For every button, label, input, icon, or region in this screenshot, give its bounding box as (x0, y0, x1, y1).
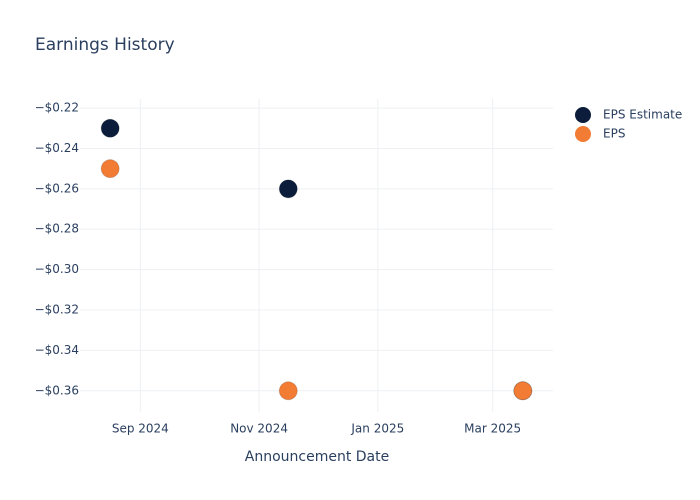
marker (100, 159, 120, 179)
marker (278, 179, 298, 199)
x-tick-label: Jan 2025 (350, 422, 404, 436)
y-tick-label: −$0.26 (35, 181, 79, 195)
chart-title: Earnings History (35, 35, 175, 55)
legend-marker (575, 107, 591, 123)
y-tick-label: −$0.22 (35, 101, 79, 115)
legend-marker (575, 126, 591, 142)
y-tick-label: −$0.24 (35, 141, 79, 155)
y-tick-label: −$0.32 (35, 303, 79, 317)
y-tick-label: −$0.34 (35, 343, 79, 357)
legend-label: EPS Estimate (603, 108, 682, 122)
y-tick-label: −$0.28 (35, 222, 79, 236)
legend-label: EPS (603, 127, 625, 141)
x-tick-label: Sep 2024 (112, 422, 169, 436)
marker (100, 118, 120, 138)
x-tick-label: Mar 2025 (464, 422, 521, 436)
marker (278, 381, 298, 401)
x-axis-title: Announcement Date (245, 449, 389, 465)
y-tick-label: −$0.36 (35, 383, 79, 397)
y-tick-label: −$0.30 (35, 262, 79, 276)
x-tick-label: Nov 2024 (230, 422, 288, 436)
marker (513, 381, 533, 401)
